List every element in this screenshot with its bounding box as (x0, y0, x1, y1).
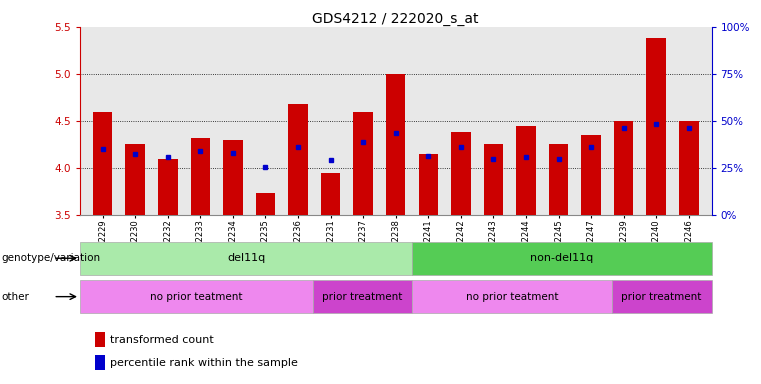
Bar (80, 280, 313, 313)
Bar (679, 121, 699, 215)
Bar (313, 280, 412, 313)
Text: no prior teatment: no prior teatment (466, 291, 559, 302)
Bar (80, 242, 412, 275)
Bar (256, 194, 275, 215)
Text: no prior teatment: no prior teatment (150, 291, 243, 302)
Text: percentile rank within the sample: percentile rank within the sample (110, 358, 298, 368)
Bar (451, 132, 470, 215)
Bar (581, 135, 601, 215)
Bar (158, 159, 177, 215)
Bar (321, 173, 340, 215)
Bar (549, 144, 568, 215)
Bar (223, 140, 243, 215)
Bar (126, 144, 145, 215)
Bar (614, 121, 633, 215)
Bar (95, 333, 105, 348)
Bar (412, 242, 712, 275)
Bar (288, 104, 307, 215)
Bar (484, 144, 503, 215)
Bar (419, 154, 438, 215)
Bar (412, 280, 612, 313)
Bar (646, 38, 666, 215)
Text: del11q: del11q (227, 253, 266, 263)
Bar (353, 112, 373, 215)
Bar (93, 112, 113, 215)
Text: prior treatment: prior treatment (622, 291, 702, 302)
Text: prior treatment: prior treatment (323, 291, 403, 302)
Text: transformed count: transformed count (110, 335, 214, 345)
Text: non-del11q: non-del11q (530, 253, 594, 263)
Title: GDS4212 / 222020_s_at: GDS4212 / 222020_s_at (313, 12, 479, 26)
Bar (386, 74, 406, 215)
Text: genotype/variation: genotype/variation (2, 253, 100, 263)
Bar (190, 138, 210, 215)
Bar (612, 280, 712, 313)
Bar (516, 126, 536, 215)
Bar (95, 355, 105, 370)
Text: other: other (2, 291, 30, 302)
